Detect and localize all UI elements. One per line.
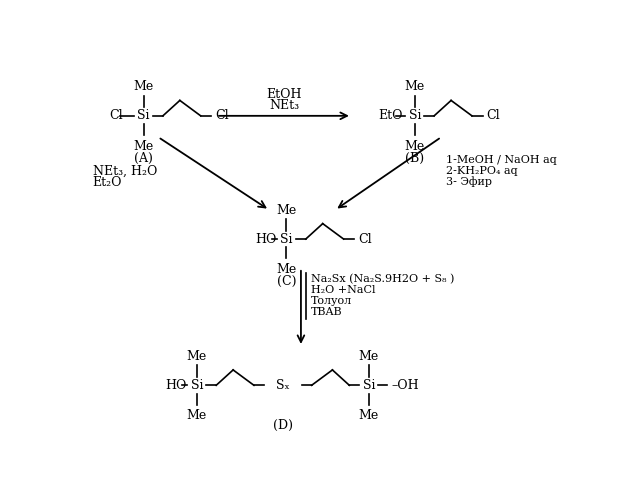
Text: TBAB: TBAB	[311, 307, 342, 317]
Text: Si: Si	[409, 110, 421, 122]
Text: Me: Me	[133, 140, 154, 152]
Text: H₂O +NaCl: H₂O +NaCl	[311, 285, 375, 295]
Text: (C): (C)	[277, 275, 296, 288]
Text: EtOH: EtOH	[266, 88, 302, 101]
Text: 3- Эфир: 3- Эфир	[446, 176, 493, 187]
Text: (D): (D)	[272, 419, 292, 432]
Text: (B): (B)	[405, 152, 424, 164]
Text: Cl: Cl	[109, 110, 123, 122]
Text: NEt₃, H₂O: NEt₃, H₂O	[92, 165, 157, 178]
Text: HO: HO	[255, 232, 276, 245]
Text: Me: Me	[276, 204, 296, 216]
Text: Me: Me	[359, 409, 379, 422]
Text: Si: Si	[362, 379, 375, 392]
Text: EtO: EtO	[379, 110, 403, 122]
Text: 2-KH₂PO₄ aq: 2-KH₂PO₄ aq	[446, 166, 518, 176]
Text: Cl: Cl	[358, 232, 372, 245]
Text: Me: Me	[187, 350, 207, 363]
Text: Sₓ: Sₓ	[276, 379, 289, 392]
Text: 1-MeOH / NaOH aq: 1-MeOH / NaOH aq	[446, 155, 557, 165]
Text: Na₂Sx (Na₂S.9H2O + S₈ ): Na₂Sx (Na₂S.9H2O + S₈ )	[311, 274, 454, 284]
Text: Si: Si	[138, 110, 150, 122]
Text: –OH: –OH	[391, 379, 419, 392]
Text: Me: Me	[133, 80, 154, 94]
Text: Me: Me	[404, 80, 425, 94]
Text: Si: Si	[280, 232, 292, 245]
Text: (A): (A)	[134, 152, 153, 164]
Text: HO: HO	[165, 379, 187, 392]
Text: Me: Me	[187, 409, 207, 422]
Text: Me: Me	[359, 350, 379, 363]
Text: Cl: Cl	[215, 110, 229, 122]
Text: Me: Me	[404, 140, 425, 152]
Text: Si: Si	[191, 379, 203, 392]
Text: Et₂O: Et₂O	[92, 176, 122, 189]
Text: Cl: Cl	[486, 110, 500, 122]
Text: NEt₃: NEt₃	[269, 99, 299, 112]
Text: Me: Me	[276, 263, 296, 276]
Text: Толуол: Толуол	[311, 296, 352, 306]
